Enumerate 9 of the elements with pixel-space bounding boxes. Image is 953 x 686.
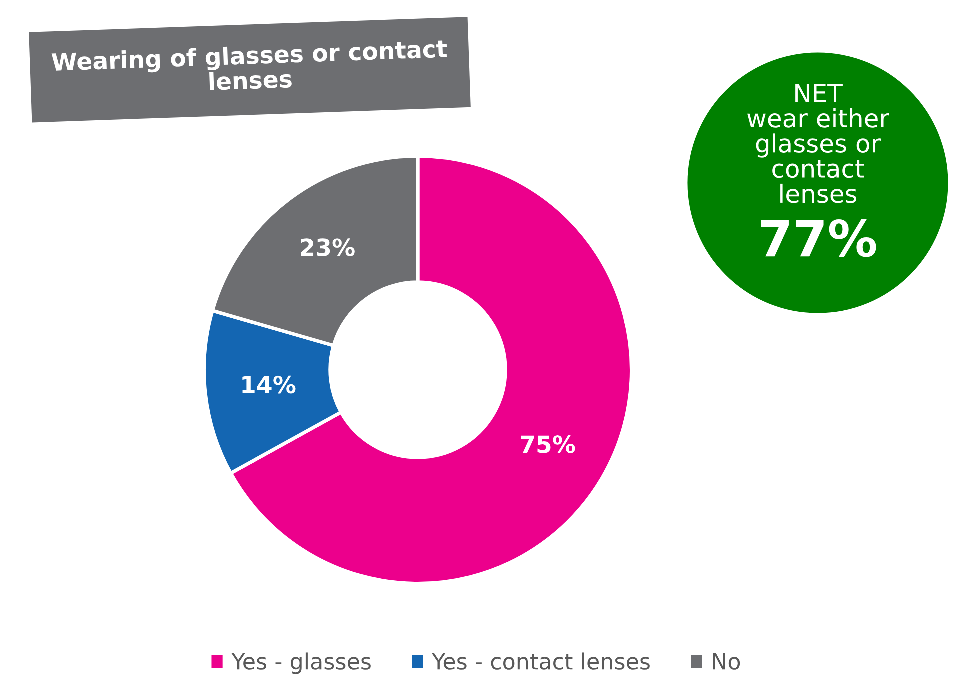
- text: 77%: [762, 220, 876, 258]
- data-label: 75%: [521, 436, 576, 454]
- data-label: 14%: [242, 376, 296, 394]
- legend-label: Yes - contact lenses: [432, 652, 650, 670]
- data-label: 23%: [301, 238, 355, 256]
- text: NET wear either glasses or contact lenses: [748, 84, 890, 204]
- chart-title: Wearing of glasses or contact lenses: [52, 39, 448, 91]
- legend-label: No: [713, 653, 740, 670]
- legend-label: Yes - glasses: [232, 652, 371, 674]
